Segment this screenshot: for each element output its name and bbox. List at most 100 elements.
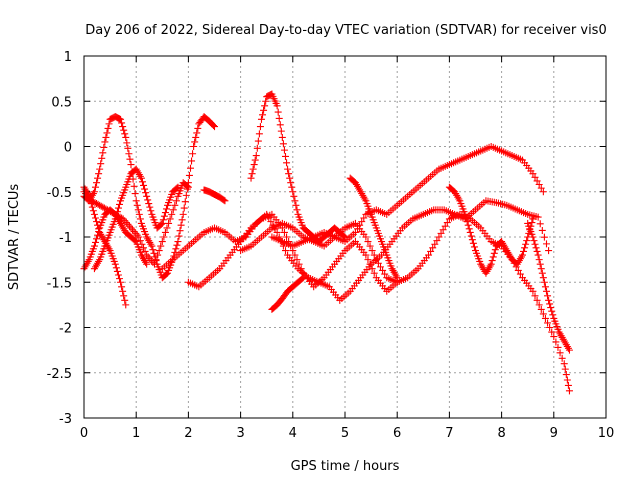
data-point bbox=[540, 233, 548, 241]
data-point bbox=[376, 263, 384, 271]
data-point bbox=[514, 266, 522, 274]
data-point bbox=[429, 244, 437, 252]
data-point bbox=[437, 229, 445, 237]
data-point bbox=[257, 115, 265, 123]
data-point bbox=[150, 249, 158, 257]
x-axis-title: GPS time / hours bbox=[291, 459, 400, 474]
y-tick-label: -2.5 bbox=[47, 367, 72, 382]
data-point bbox=[259, 111, 267, 119]
data-point bbox=[487, 260, 495, 268]
x-tick-label: 4 bbox=[289, 426, 297, 441]
y-tick-label: -3 bbox=[59, 412, 72, 427]
data-point bbox=[152, 256, 160, 264]
data-point bbox=[439, 226, 447, 234]
data-point bbox=[354, 225, 362, 233]
data-point bbox=[162, 205, 170, 213]
data-point bbox=[281, 152, 289, 160]
data-point bbox=[147, 207, 155, 215]
data-point bbox=[554, 343, 562, 351]
data-point bbox=[122, 133, 130, 141]
data-point bbox=[117, 115, 125, 123]
data-point bbox=[516, 270, 524, 278]
data-point bbox=[220, 196, 228, 204]
data-point bbox=[88, 203, 96, 211]
data-point bbox=[565, 387, 573, 395]
data-point bbox=[118, 119, 126, 127]
data-point bbox=[533, 247, 541, 255]
data-point bbox=[158, 238, 166, 246]
data-point bbox=[178, 216, 186, 224]
data-point bbox=[184, 183, 192, 191]
y-tick-label: -1.5 bbox=[47, 276, 72, 291]
data-point bbox=[94, 231, 102, 239]
data-point bbox=[94, 174, 102, 182]
data-point bbox=[140, 244, 148, 252]
data-point bbox=[96, 165, 104, 173]
data-point bbox=[123, 139, 131, 147]
data-point bbox=[93, 218, 101, 226]
data-point bbox=[531, 292, 539, 300]
data-point bbox=[518, 251, 526, 259]
series-track-14 bbox=[445, 183, 537, 277]
data-point bbox=[550, 333, 558, 341]
data-point bbox=[372, 256, 380, 264]
data-point bbox=[291, 251, 299, 259]
data-point bbox=[546, 324, 554, 331]
series-track-7 bbox=[184, 210, 573, 395]
data-point bbox=[118, 283, 126, 291]
data-point bbox=[161, 209, 169, 217]
y-tick-label: 0.5 bbox=[51, 95, 72, 110]
data-point bbox=[188, 157, 196, 165]
x-tick-label: 3 bbox=[236, 426, 244, 441]
plot-frame bbox=[83, 55, 607, 419]
data-point bbox=[470, 243, 478, 251]
data-point bbox=[175, 232, 183, 240]
data-point bbox=[95, 170, 103, 178]
data-point bbox=[172, 245, 180, 253]
data-point bbox=[253, 144, 261, 152]
data-point bbox=[366, 242, 374, 250]
data-point bbox=[159, 216, 167, 224]
data-point bbox=[468, 236, 476, 244]
data-point bbox=[190, 143, 198, 150]
data-point bbox=[98, 154, 106, 162]
data-point bbox=[276, 121, 284, 129]
data-point bbox=[358, 218, 366, 226]
data-point bbox=[563, 376, 571, 384]
data-point bbox=[163, 224, 171, 232]
data-point bbox=[548, 307, 556, 315]
series-track-12 bbox=[268, 143, 547, 250]
data-point bbox=[256, 123, 264, 131]
data-point bbox=[112, 264, 120, 272]
data-point bbox=[193, 129, 201, 137]
data-point bbox=[534, 251, 542, 259]
data-point bbox=[122, 301, 130, 309]
y-tick-label: 0 bbox=[64, 141, 72, 156]
data-point bbox=[119, 287, 127, 295]
data-point bbox=[545, 296, 553, 304]
x-tick-label: 6 bbox=[393, 426, 401, 441]
data-point bbox=[443, 219, 451, 227]
data-point bbox=[541, 314, 549, 322]
data-point bbox=[433, 237, 441, 245]
data-point bbox=[293, 206, 301, 214]
data-point bbox=[189, 150, 197, 158]
y-axis-title: SDTVAR / TECUs bbox=[7, 184, 22, 291]
x-tick-label: 5 bbox=[341, 426, 349, 441]
data-point bbox=[491, 246, 499, 254]
data-point bbox=[466, 228, 474, 236]
data-point bbox=[362, 251, 370, 259]
data-point bbox=[125, 150, 133, 158]
data-point bbox=[134, 206, 142, 214]
data-point bbox=[523, 237, 531, 245]
data-point bbox=[91, 214, 99, 222]
data-point bbox=[529, 233, 537, 241]
data-point bbox=[254, 137, 262, 145]
data-point bbox=[533, 177, 541, 185]
data-point bbox=[179, 210, 187, 218]
data-point bbox=[463, 218, 471, 226]
data-point bbox=[115, 200, 123, 208]
data-point bbox=[370, 269, 378, 277]
data-point bbox=[133, 201, 141, 209]
